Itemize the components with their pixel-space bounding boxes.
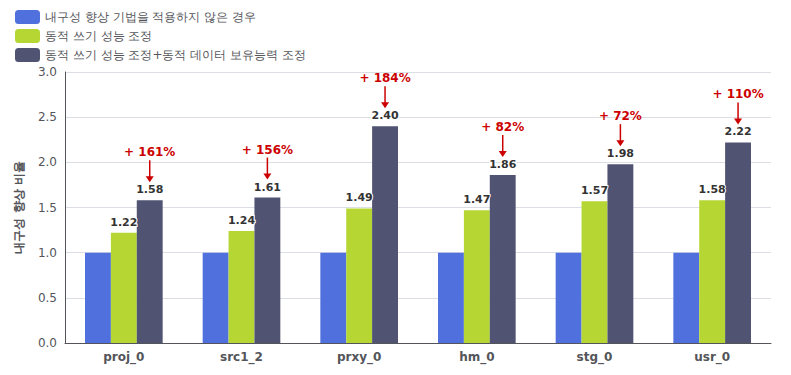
svg-text:1.0: 1.0 bbox=[38, 246, 57, 260]
svg-text:1.98: 1.98 bbox=[607, 147, 634, 160]
svg-text:1.22: 1.22 bbox=[110, 216, 137, 229]
svg-text:prxy_0: prxy_0 bbox=[337, 350, 381, 365]
svg-text:내구성 향상 비율: 내구성 향상 비율 bbox=[12, 161, 26, 253]
svg-text:3.0: 3.0 bbox=[38, 65, 57, 79]
svg-text:동적 쓰기 성능 조정: 동적 쓰기 성능 조정 bbox=[45, 29, 152, 43]
svg-text:+ 72%: + 72% bbox=[599, 109, 642, 123]
svg-text:+ 110%: + 110% bbox=[712, 87, 763, 101]
svg-text:usr_0: usr_0 bbox=[694, 350, 730, 365]
svg-text:1.5: 1.5 bbox=[38, 201, 57, 215]
svg-text:1.57: 1.57 bbox=[581, 184, 608, 197]
svg-text:2.40: 2.40 bbox=[371, 109, 398, 122]
svg-text:1.47: 1.47 bbox=[463, 193, 490, 206]
svg-text:동적 쓰기 성능 조정+동적 데이터 보유능력 조정: 동적 쓰기 성능 조정+동적 데이터 보유능력 조정 bbox=[45, 48, 306, 62]
svg-text:+ 161%: + 161% bbox=[124, 145, 175, 159]
svg-text:내구성 향상 기법을 적용하지 않은 경우: 내구성 향상 기법을 적용하지 않은 경우 bbox=[45, 10, 256, 24]
svg-text:1.58: 1.58 bbox=[699, 183, 726, 196]
svg-text:+ 156%: + 156% bbox=[242, 143, 293, 157]
svg-text:2.0: 2.0 bbox=[38, 155, 57, 169]
svg-text:1.61: 1.61 bbox=[254, 181, 281, 194]
svg-text:+ 82%: + 82% bbox=[481, 120, 524, 134]
svg-text:1.49: 1.49 bbox=[346, 191, 373, 204]
svg-text:1.24: 1.24 bbox=[228, 214, 255, 227]
svg-text:src1_2: src1_2 bbox=[220, 350, 263, 365]
svg-text:+ 184%: + 184% bbox=[359, 71, 410, 85]
svg-text:0.0: 0.0 bbox=[38, 336, 57, 350]
svg-text:1.58: 1.58 bbox=[136, 183, 163, 196]
svg-text:stg_0: stg_0 bbox=[577, 350, 613, 365]
svg-text:2.5: 2.5 bbox=[38, 110, 57, 124]
svg-text:1.86: 1.86 bbox=[489, 158, 516, 171]
svg-text:hm_0: hm_0 bbox=[459, 350, 494, 365]
svg-text:0.5: 0.5 bbox=[38, 291, 57, 305]
svg-text:2.22: 2.22 bbox=[724, 125, 751, 138]
svg-text:proj_0: proj_0 bbox=[103, 350, 144, 365]
